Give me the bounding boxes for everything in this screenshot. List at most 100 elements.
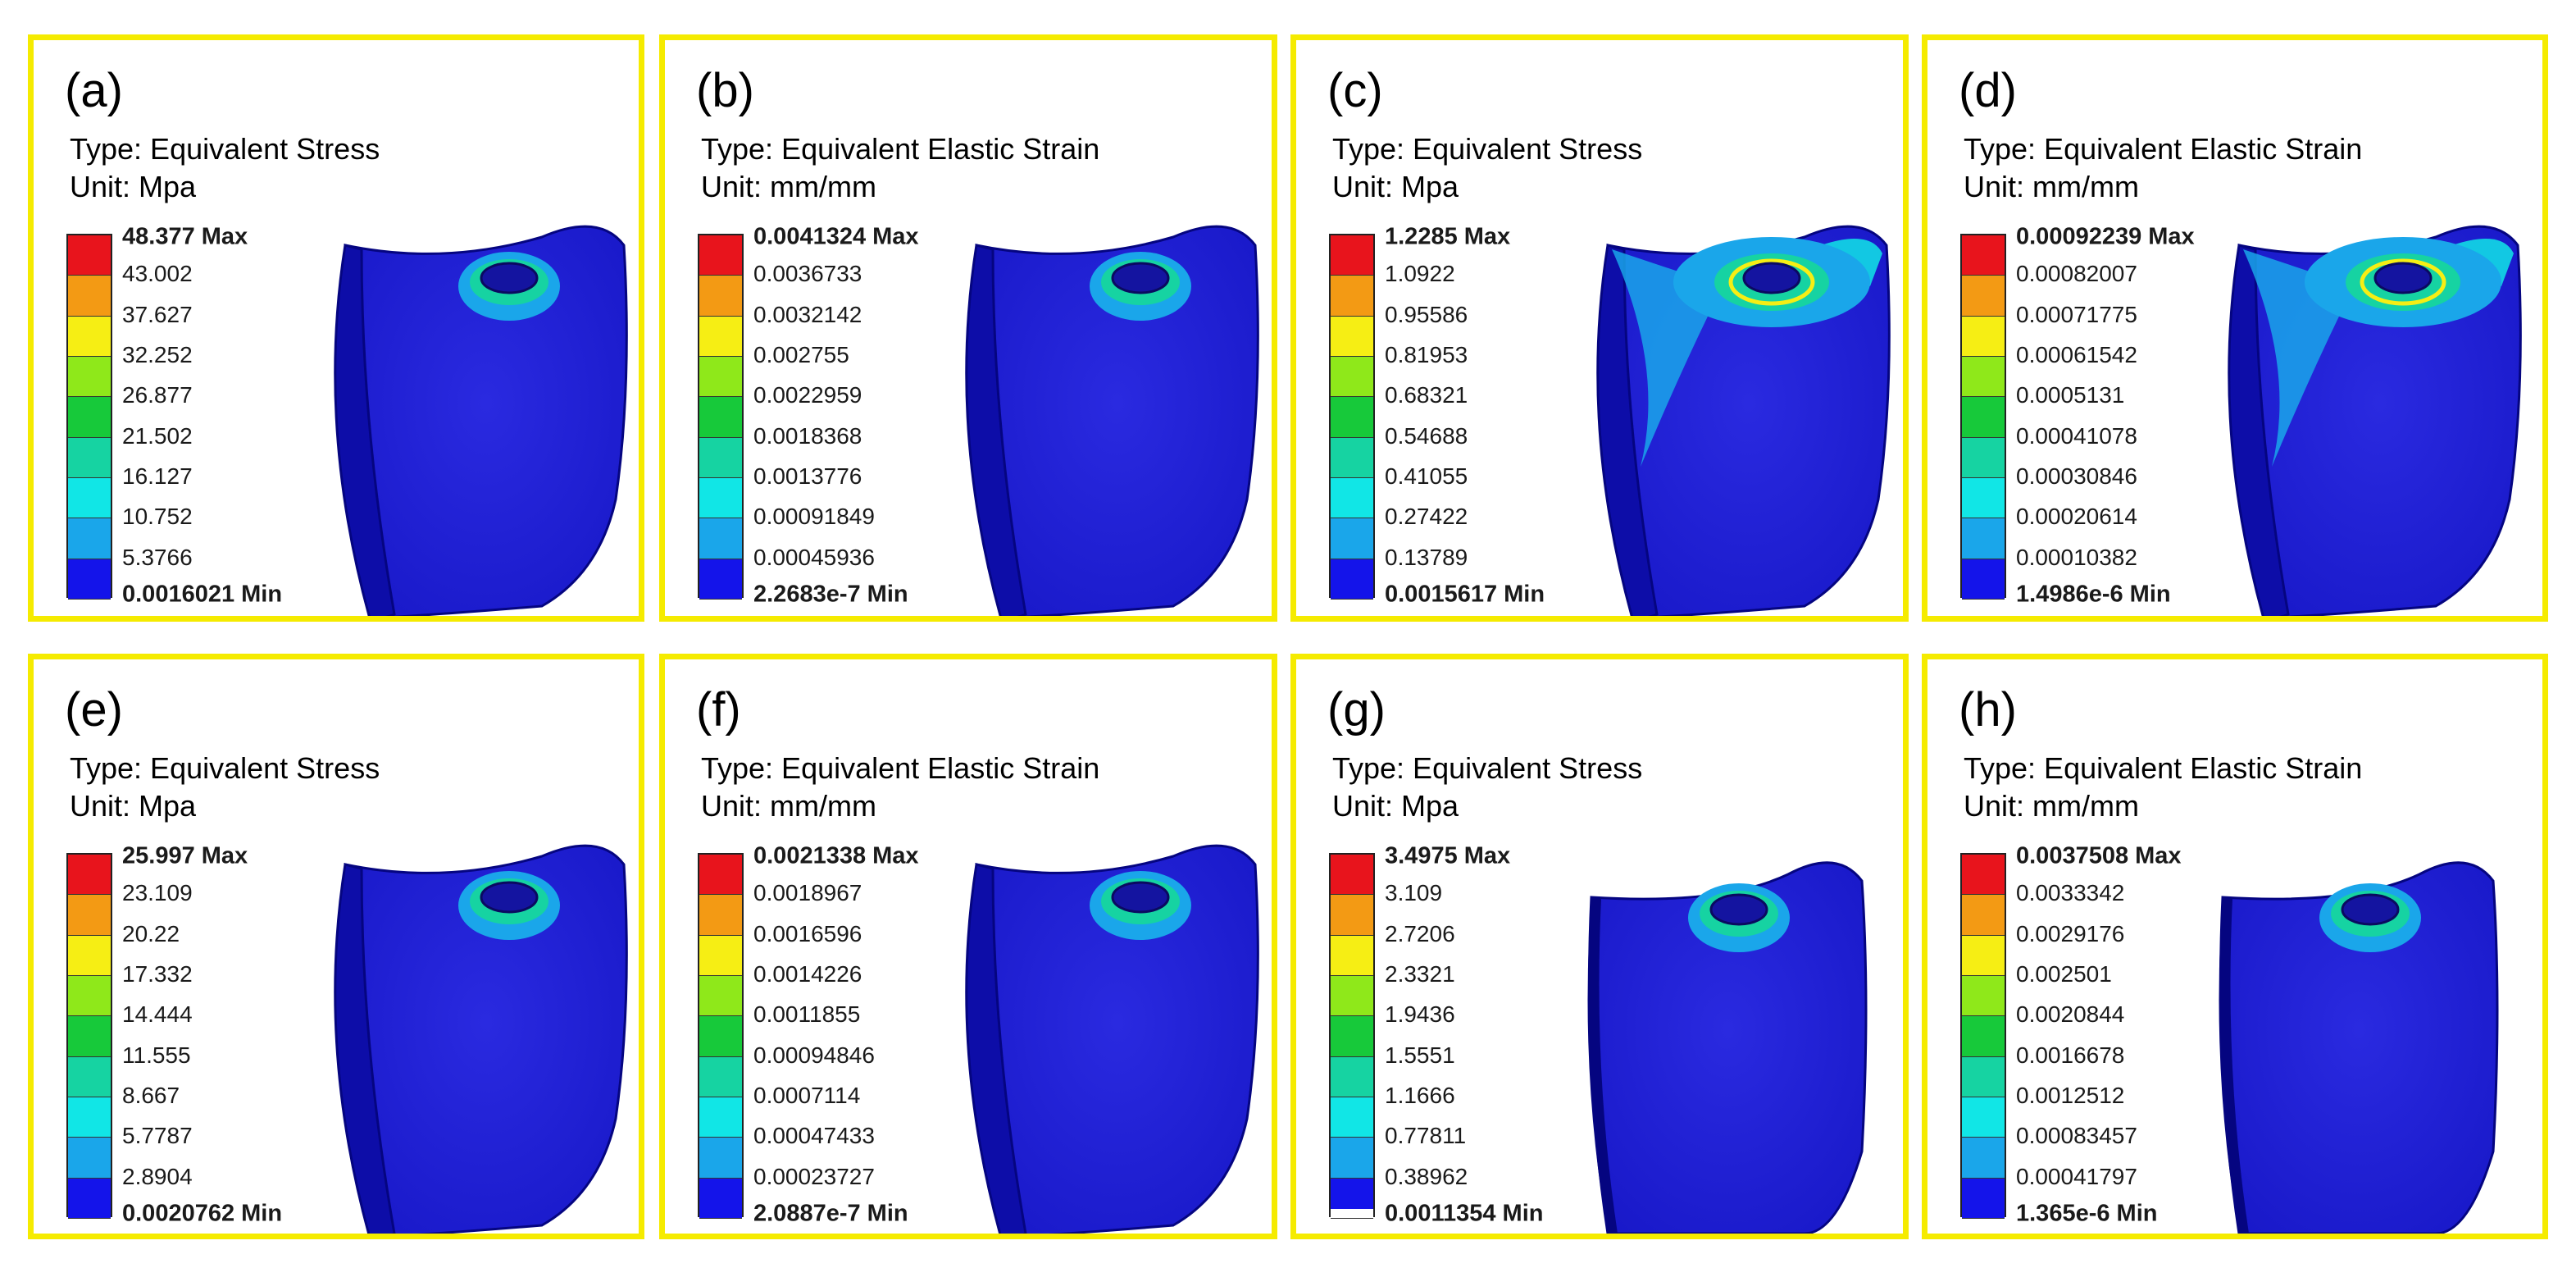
legend-value: 0.00023727	[753, 1163, 875, 1189]
legend-value: 0.00083457	[2016, 1123, 2137, 1149]
legend-band	[1331, 357, 1373, 398]
legend-band	[1331, 559, 1373, 600]
legend-value: 0.002755	[753, 342, 849, 367]
legend-max-label: 3.4975 Max	[1385, 842, 1511, 869]
legend-band	[68, 1138, 111, 1179]
legend-band	[68, 397, 111, 438]
legend-band	[1331, 976, 1373, 1017]
legend-band	[699, 316, 742, 357]
legend-band	[1331, 518, 1373, 559]
legend-value: 0.00061542	[2016, 342, 2137, 367]
legend-band	[699, 437, 742, 478]
legend-band	[699, 1056, 742, 1097]
legend-band	[1331, 1016, 1373, 1057]
result-unit: Unit: Mpa	[1332, 789, 1459, 823]
legend-band	[1962, 478, 2005, 519]
legend-band	[1962, 276, 2005, 317]
legend-value: 0.68321	[1385, 382, 1468, 408]
legend-value: 1.0922	[1385, 261, 1455, 287]
fea-model	[334, 225, 628, 616]
legend-value: 0.00010382	[2016, 544, 2137, 570]
legend-value: 5.3766	[122, 544, 193, 570]
legend-value: 0.0013776	[753, 463, 862, 489]
legend-value: 0.0014226	[753, 961, 862, 987]
legend-band	[68, 1178, 111, 1219]
legend-band	[1962, 518, 2005, 559]
legend-color-bar	[1960, 234, 2006, 600]
result-type: Type: Equivalent Elastic Strain	[701, 751, 1100, 785]
legend-value: 17.332	[122, 961, 193, 987]
model-rim	[334, 863, 396, 1234]
result-unit: Unit: Mpa	[1332, 170, 1459, 203]
model-rim	[965, 863, 1027, 1234]
legend-band	[699, 1097, 742, 1138]
legend-value: 1.5551	[1385, 1042, 1455, 1068]
legend-value: 0.0005131	[2016, 382, 2125, 408]
model-view	[965, 225, 1259, 616]
model-hole	[1111, 262, 1170, 294]
legend-band	[699, 1016, 742, 1057]
fea-model	[1587, 861, 1868, 1234]
panel-letter: (e)	[65, 683, 123, 737]
legend-value: 23.109	[122, 880, 193, 906]
fea-model	[2219, 861, 2499, 1234]
legend-band	[1331, 1056, 1373, 1097]
legend-band	[1962, 437, 2005, 478]
model-side	[1587, 897, 1618, 1234]
legend-band	[1331, 935, 1373, 976]
legend-value: 0.77811	[1385, 1123, 1467, 1149]
legend-band	[68, 855, 111, 896]
result-type: Type: Equivalent Stress	[70, 751, 380, 785]
legend-value: 0.81953	[1385, 342, 1468, 367]
legend-value: 0.54688	[1385, 422, 1468, 449]
legend-value: 43.002	[122, 261, 193, 287]
legend-value: 16.127	[122, 463, 193, 489]
model-rim	[965, 244, 1027, 616]
legend-band	[1962, 935, 2005, 976]
result-unit: Unit: mm/mm	[701, 789, 876, 823]
legend-value: 0.00082007	[2016, 261, 2137, 287]
legend-value: 0.41055	[1385, 463, 1468, 489]
legend-band	[1331, 478, 1373, 519]
legend-value: 0.95586	[1385, 301, 1468, 327]
legend-band	[1962, 1097, 2005, 1138]
result-type: Type: Equivalent Stress	[1332, 132, 1643, 166]
legend-band	[699, 559, 742, 600]
legend-value: 0.00041797	[2016, 1163, 2137, 1189]
legend-value: 26.877	[122, 382, 193, 408]
panel-d: (d) Type: Equivalent Elastic Strain Unit: …	[1922, 34, 2548, 622]
result-type: Type: Equivalent Elastic Strain	[1964, 751, 2363, 785]
legend-value: 21.502	[122, 422, 193, 449]
legend-band	[1962, 357, 2005, 398]
stress-peak-ring	[2360, 258, 2446, 306]
legend-band	[1962, 316, 2005, 357]
result-unit: Unit: mm/mm	[1964, 170, 2139, 203]
legend-min-label: 2.2683e-7 Min	[753, 581, 908, 608]
legend-value: 0.0018967	[753, 880, 862, 906]
legend-band	[699, 976, 742, 1017]
legend-value: 0.0033342	[2016, 880, 2125, 906]
model-view	[965, 844, 1259, 1234]
legend-value: 0.00030846	[2016, 463, 2137, 489]
legend-min-label: 0.0020762 Min	[122, 1200, 283, 1227]
result-unit: Unit: Mpa	[70, 789, 197, 823]
model-hole	[1742, 262, 1801, 294]
fea-model	[334, 844, 628, 1234]
result-type: Type: Equivalent Stress	[1332, 751, 1643, 785]
legend-value: 0.0032142	[753, 301, 862, 327]
panel-g: (g) Type: Equivalent Stress Unit: Mpa 3.497…	[1290, 654, 1909, 1239]
legend-band	[1962, 1138, 2005, 1179]
legend-value: 0.00045936	[753, 544, 875, 570]
panel-a: (a) Type: Equivalent Stress Unit: Mpa 48.37…	[28, 34, 644, 622]
panel-b: (b) Type: Equivalent Elastic Strain Unit: …	[659, 34, 1277, 622]
legend-max-label: 0.0021338 Max	[753, 842, 919, 869]
legend-value: 0.0016596	[753, 920, 862, 946]
model-view	[334, 844, 628, 1234]
result-type: Type: Equivalent Stress	[70, 132, 380, 166]
model-rim	[1596, 244, 1659, 616]
legend-value: 1.1666	[1385, 1083, 1455, 1108]
legend-band	[68, 276, 111, 317]
legend-band	[1962, 1016, 2005, 1057]
legend-value: 0.0029176	[2016, 920, 2125, 946]
